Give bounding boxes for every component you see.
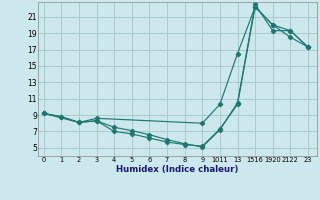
X-axis label: Humidex (Indice chaleur): Humidex (Indice chaleur) [116,165,239,174]
